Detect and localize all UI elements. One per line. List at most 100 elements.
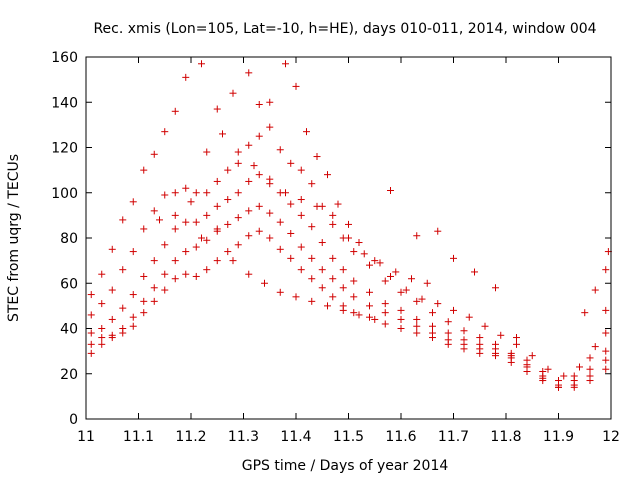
data-point	[539, 377, 547, 385]
data-point	[429, 309, 436, 317]
data-point	[140, 272, 148, 280]
data-point	[129, 322, 137, 330]
data-point	[203, 236, 211, 244]
data-point	[276, 288, 284, 296]
data-point	[129, 291, 137, 299]
data-point	[408, 275, 415, 283]
data-point	[292, 293, 300, 301]
data-point	[507, 358, 515, 366]
data-point	[150, 297, 158, 305]
data-point	[156, 216, 163, 224]
data-point	[586, 365, 594, 373]
data-point	[245, 177, 253, 185]
data-point	[98, 340, 106, 348]
data-point	[429, 334, 436, 342]
data-point	[366, 261, 373, 269]
data-point	[192, 189, 200, 197]
data-point	[339, 284, 347, 292]
x-tick-label: 11.7	[438, 429, 469, 445]
data-point	[297, 196, 305, 204]
data-point	[371, 315, 379, 323]
data-point	[460, 345, 468, 353]
data-point	[402, 286, 410, 294]
data-point	[560, 372, 568, 380]
data-point	[423, 279, 431, 287]
data-point	[182, 184, 190, 192]
data-point	[434, 300, 442, 308]
data-point	[234, 189, 242, 197]
x-tick-label: 11.9	[543, 429, 574, 445]
data-point	[444, 340, 452, 348]
data-point	[366, 313, 373, 321]
data-point	[245, 207, 253, 215]
data-point	[450, 306, 457, 314]
data-point	[108, 286, 116, 294]
data-point	[182, 270, 190, 278]
data-point	[140, 166, 148, 174]
data-point	[387, 186, 394, 194]
data-point	[360, 250, 368, 258]
data-point	[234, 159, 242, 167]
data-point	[98, 300, 106, 308]
y-tick-label: 0	[69, 412, 78, 428]
data-point	[276, 218, 284, 226]
data-point	[87, 340, 95, 348]
data-points	[87, 60, 612, 391]
data-point	[282, 60, 289, 68]
data-point	[98, 325, 106, 332]
data-point	[429, 322, 436, 330]
data-point	[418, 295, 426, 303]
data-point	[544, 365, 552, 373]
data-point	[392, 268, 400, 276]
data-point	[150, 150, 158, 158]
data-point	[350, 248, 358, 256]
data-point	[213, 177, 221, 185]
data-point	[276, 245, 284, 253]
data-point	[313, 153, 321, 161]
data-point	[523, 367, 531, 375]
data-point	[203, 148, 211, 156]
data-point	[171, 275, 179, 283]
data-point	[266, 209, 274, 217]
data-point	[602, 329, 610, 337]
data-point	[266, 98, 274, 106]
data-point	[460, 327, 468, 335]
data-point	[224, 196, 232, 204]
x-tick-label: 11.1	[123, 429, 154, 445]
data-point	[397, 288, 405, 296]
data-point	[192, 243, 200, 251]
data-point	[329, 275, 337, 283]
data-point	[308, 223, 316, 231]
data-point	[150, 257, 158, 265]
y-tick-label: 20	[60, 367, 78, 383]
data-point	[203, 189, 211, 197]
data-point	[203, 266, 211, 274]
data-point	[350, 277, 358, 285]
data-point	[602, 365, 610, 373]
data-point	[602, 347, 610, 355]
data-point	[140, 309, 148, 317]
data-point	[119, 329, 127, 337]
data-point	[224, 166, 232, 174]
data-point	[255, 101, 263, 109]
data-point	[297, 211, 305, 219]
data-point	[150, 207, 158, 215]
data-point	[255, 171, 263, 179]
data-point	[171, 257, 179, 265]
data-point	[245, 232, 253, 240]
data-point	[255, 202, 263, 210]
data-point	[161, 270, 169, 278]
x-tick-label: 11.4	[280, 429, 311, 445]
data-point	[129, 313, 137, 321]
data-point	[292, 82, 300, 90]
data-point	[366, 288, 373, 296]
data-point	[476, 334, 484, 342]
y-tick-label: 120	[51, 141, 78, 157]
data-point	[171, 225, 179, 233]
data-point	[413, 322, 421, 330]
data-point	[555, 383, 562, 391]
data-point	[308, 275, 316, 283]
data-point	[413, 329, 421, 337]
data-point	[602, 306, 610, 314]
data-point	[381, 309, 389, 317]
